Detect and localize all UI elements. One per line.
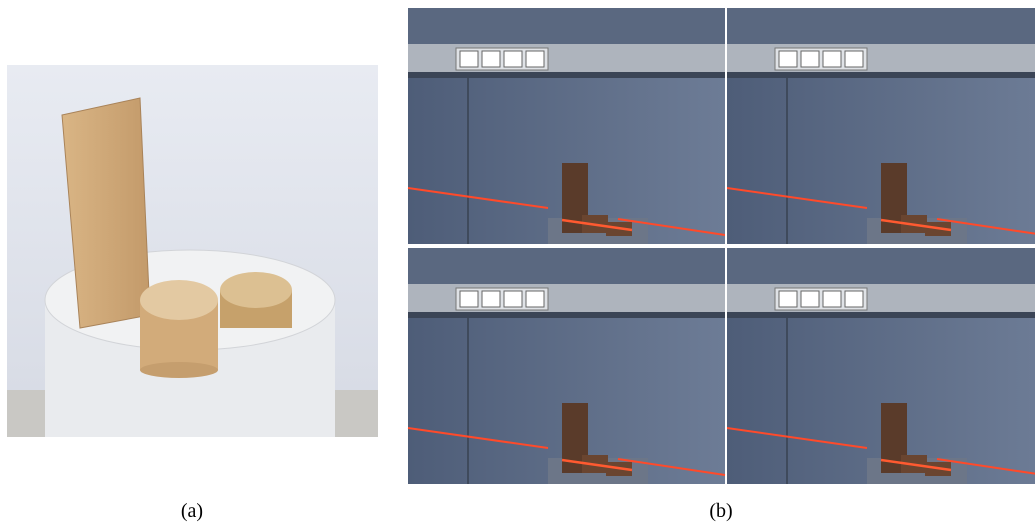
caption-a: (a) — [181, 500, 203, 522]
photo-a — [7, 65, 378, 437]
caption-b: (b) — [709, 500, 732, 522]
photo-b — [406, 6, 1035, 486]
